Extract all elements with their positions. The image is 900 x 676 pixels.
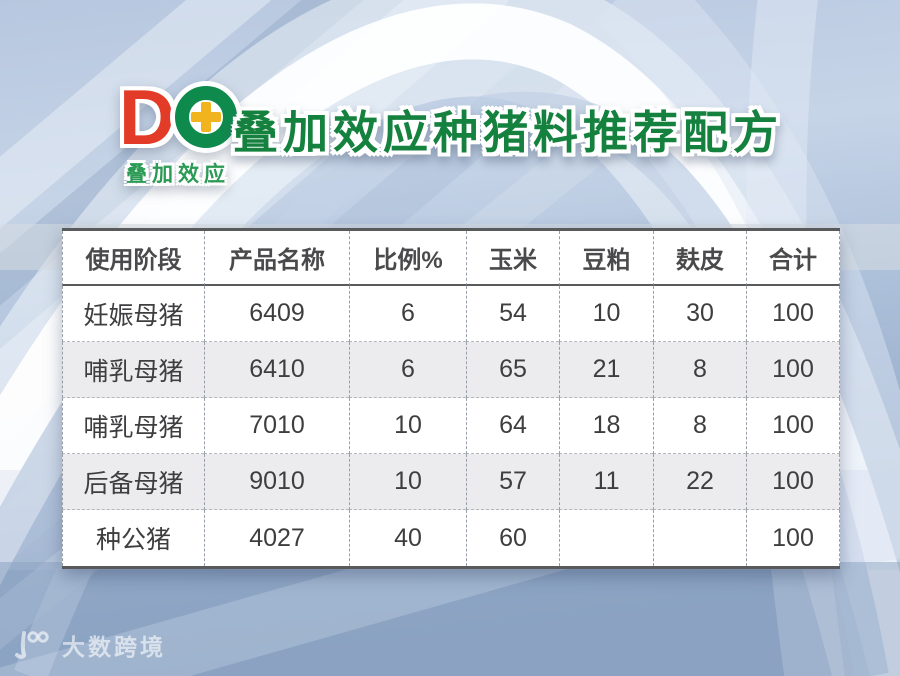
- header-cell-bran: 麸皮: [653, 231, 746, 286]
- table-cell: 8: [653, 398, 746, 454]
- table-row: 种公猪 4027 40 60 100: [62, 510, 840, 566]
- table-cell: 100: [746, 398, 840, 454]
- header-cell-product: 产品名称: [204, 231, 349, 286]
- table-cell: 6: [349, 286, 466, 342]
- logo-ring-icon: [175, 86, 238, 148]
- table-cell: 65: [466, 342, 559, 398]
- table-cell: 9010: [204, 454, 349, 510]
- header-cell-corn: 玉米: [466, 231, 559, 286]
- table-cell: 10: [559, 286, 653, 342]
- table-cell: 10: [349, 454, 466, 510]
- table-cell: 57: [466, 454, 559, 510]
- table-cell: 妊娠母猪: [62, 286, 204, 342]
- table-cell: 22: [653, 454, 746, 510]
- table-cell: 100: [746, 342, 840, 398]
- table-cell: 6409: [204, 286, 349, 342]
- table-cell: 7010: [204, 398, 349, 454]
- table-row: 妊娠母猪 6409 6 54 10 30 100: [62, 286, 840, 342]
- brand-logo: D 叠加效应: [108, 73, 248, 188]
- header-cell-total: 合计: [746, 231, 840, 286]
- table-cell: [559, 510, 653, 566]
- table-cell: 100: [746, 510, 840, 566]
- table-cell: 40: [349, 510, 466, 566]
- table-cell: 18: [559, 398, 653, 454]
- plus-icon: [191, 102, 222, 132]
- logo-letter-d: D: [118, 73, 175, 161]
- table-cell: 哺乳母猪: [62, 342, 204, 398]
- table-cell: 64: [466, 398, 559, 454]
- table-cell: 10: [349, 398, 466, 454]
- table-cell: 100: [746, 286, 840, 342]
- header-cell-ratio: 比例%: [349, 231, 466, 286]
- table-cell: 种公猪: [62, 510, 204, 566]
- table-cell: [653, 510, 746, 566]
- table-cell: 6410: [204, 342, 349, 398]
- table-row: 哺乳母猪 6410 6 65 21 8 100: [62, 342, 840, 398]
- table-cell: 60: [466, 510, 559, 566]
- table-cell: 哺乳母猪: [62, 398, 204, 454]
- table-cell: 6: [349, 342, 466, 398]
- table-cell: 54: [466, 286, 559, 342]
- table-cell: 11: [559, 454, 653, 510]
- table-cell: 21: [559, 342, 653, 398]
- logo-tagline: 叠加效应: [126, 163, 230, 186]
- header-cell-soybean: 豆粕: [559, 231, 653, 286]
- table-cell: 后备母猪: [62, 454, 204, 510]
- header-row: 使用阶段 产品名称 比例% 玉米 豆粕 麸皮 合计: [62, 231, 840, 286]
- table-row: 哺乳母猪 7010 10 64 18 8 100: [62, 398, 840, 454]
- page-title: 叠加效应种猪料推荐配方: [233, 107, 784, 158]
- watermark: 大数跨境: [12, 628, 166, 662]
- watermark-text: 大数跨境: [62, 634, 166, 660]
- table-cell: 4027: [204, 510, 349, 566]
- table-cell: 8: [653, 342, 746, 398]
- header-cell-stage: 使用阶段: [62, 231, 204, 286]
- logo-do-mark: D: [108, 73, 248, 161]
- table-cell: 30: [653, 286, 746, 342]
- watermark-logo-icon: [15, 631, 49, 659]
- formula-table: 使用阶段 产品名称 比例% 玉米 豆粕 麸皮 合计 妊娠母猪 6409 6 54…: [62, 228, 840, 569]
- table-row: 后备母猪 9010 10 57 11 22 100: [62, 454, 840, 510]
- table-cell: 100: [746, 454, 840, 510]
